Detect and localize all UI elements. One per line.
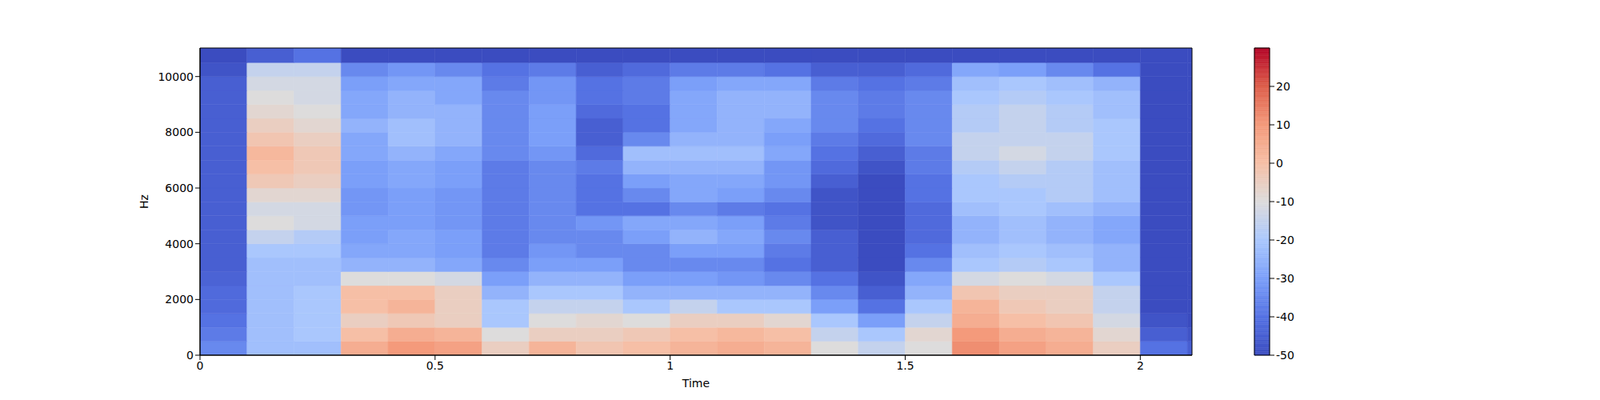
svg-text:2: 2 <box>1136 359 1144 372</box>
svg-text:-40: -40 <box>1276 310 1295 324</box>
svg-text:-50: -50 <box>1276 348 1295 362</box>
svg-text:20: 20 <box>1276 80 1291 93</box>
svg-text:0: 0 <box>196 359 204 372</box>
svg-text:0: 0 <box>1276 156 1284 170</box>
svg-text:4000: 4000 <box>164 237 194 251</box>
svg-text:Time: Time <box>681 376 710 390</box>
svg-text:-30: -30 <box>1276 272 1295 285</box>
svg-text:1.5: 1.5 <box>896 359 914 372</box>
svg-text:-10: -10 <box>1276 195 1295 208</box>
svg-text:10: 10 <box>1276 118 1291 132</box>
svg-text:1: 1 <box>666 359 674 372</box>
svg-text:-20: -20 <box>1276 233 1295 247</box>
svg-text:0: 0 <box>186 348 194 362</box>
svg-text:0.5: 0.5 <box>426 359 444 372</box>
svg-text:8000: 8000 <box>164 125 194 139</box>
svg-text:2000: 2000 <box>164 292 194 306</box>
svg-text:Hz: Hz <box>137 194 151 209</box>
svg-text:10000: 10000 <box>157 70 194 84</box>
svg-text:6000: 6000 <box>164 181 194 195</box>
